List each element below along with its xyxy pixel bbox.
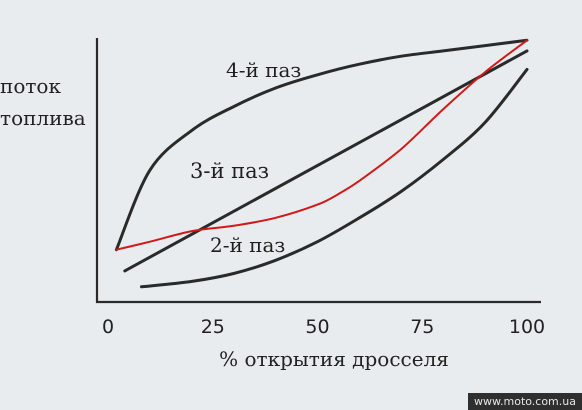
watermark: www.moto.com.ua <box>468 393 582 410</box>
series-line-3 <box>140 67 529 289</box>
series-line-1 <box>114 38 529 252</box>
x-tick-labels: 0 25 50 75 100 <box>102 316 545 338</box>
x-tick-label: 100 <box>509 316 545 338</box>
x-tick-label: 25 <box>201 316 225 338</box>
series-label-groove-2: 2-й паз <box>210 233 285 257</box>
series-label-groove-4: 4-й паз <box>226 58 301 82</box>
series-label-groove-3: 3-й паз <box>190 159 269 183</box>
y-axis-label-line-2: топлива <box>0 106 86 130</box>
y-axis-label-line-1: поток <box>0 74 61 98</box>
x-tick-label: 50 <box>305 316 329 338</box>
series-line-red <box>115 39 528 251</box>
series-line-2 <box>123 49 529 273</box>
x-axis-label: % открытия дросселя <box>219 347 449 371</box>
x-tick-label: 75 <box>410 316 434 338</box>
axes <box>95 38 541 304</box>
x-tick-label: 0 <box>102 316 114 338</box>
series-layer <box>114 38 529 289</box>
